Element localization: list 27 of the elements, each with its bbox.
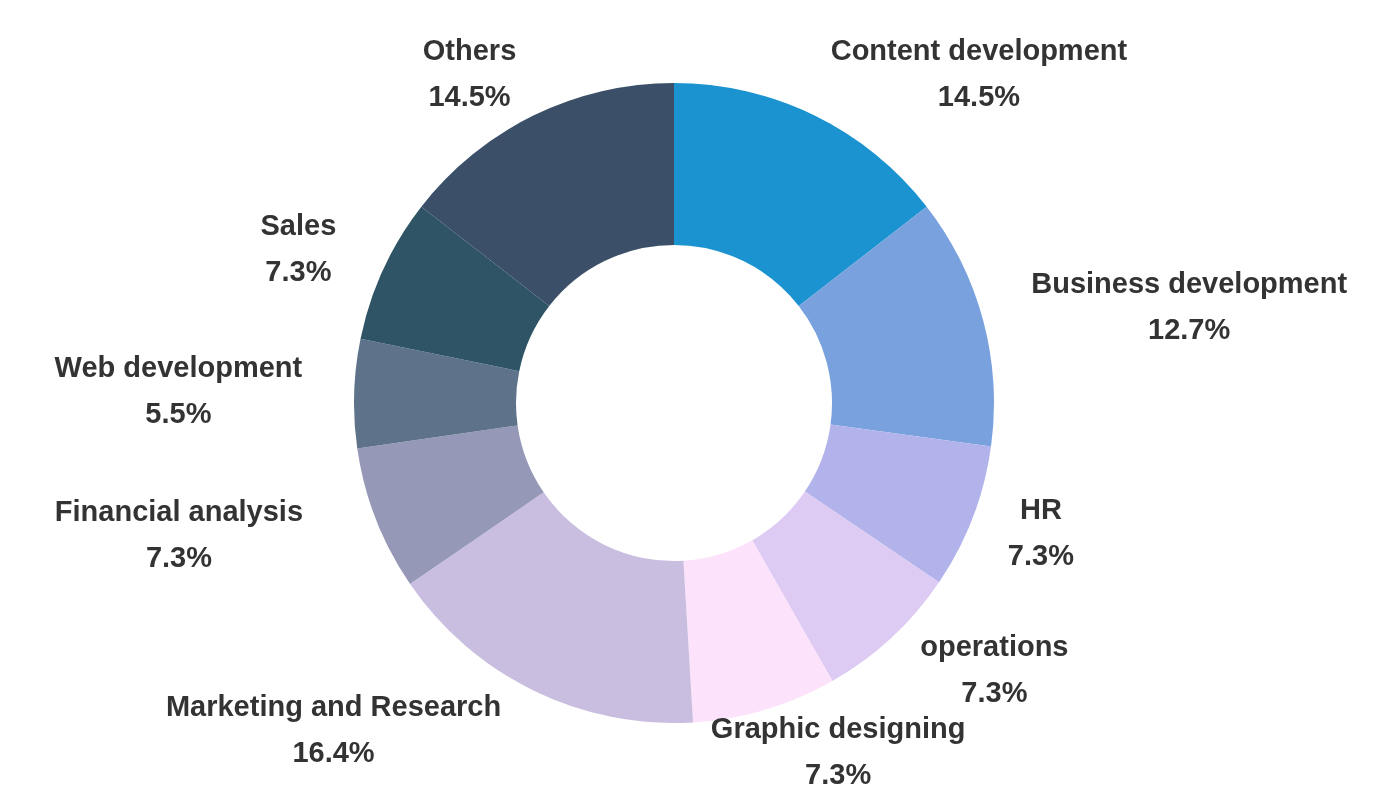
donut-slice: [360, 206, 550, 372]
donut-slice: [421, 83, 674, 307]
data-label: 7.3%: [961, 675, 1028, 708]
data-label: 14.5%: [428, 80, 511, 113]
slice-label: Business development: [1031, 267, 1348, 300]
slice-label: Web development: [54, 351, 303, 384]
data-label: 7.3%: [145, 540, 213, 573]
data-label: 5.5%: [145, 397, 212, 430]
slice-label: Graphic designing: [710, 711, 966, 744]
slice-label: HR: [1019, 492, 1062, 525]
donut-slice: [354, 338, 520, 449]
data-label: 14.5%: [937, 80, 1021, 113]
data-label: 7.3%: [265, 255, 332, 288]
donut-slice: [804, 424, 992, 583]
data-label: 12.7%: [1148, 313, 1231, 346]
slice-label: Financial analysis: [54, 494, 304, 527]
slice-label: Sales: [260, 209, 337, 242]
slice-label: Others: [422, 34, 517, 67]
slice-label: Content development: [830, 34, 1128, 67]
data-label: 7.3%: [805, 757, 872, 790]
data-label: 16.4%: [292, 735, 375, 768]
slice-label: Marketing and Research: [165, 689, 502, 722]
slice-label: operations: [920, 629, 1069, 662]
donut-slice: [674, 83, 927, 307]
data-label: 7.3%: [1007, 538, 1075, 571]
donut-slice: [357, 425, 544, 584]
donut-slice: [798, 206, 994, 447]
